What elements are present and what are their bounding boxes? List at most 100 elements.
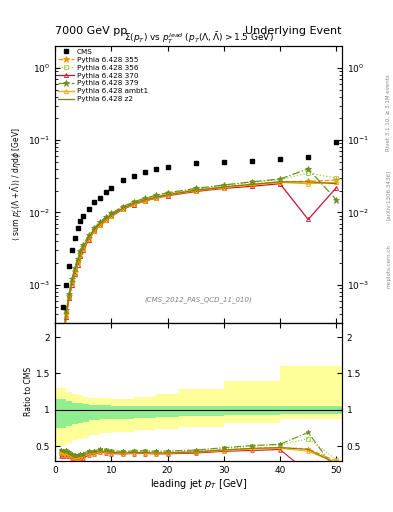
CMS bbox=[154, 166, 159, 172]
Title: $\Sigma(p_T)$ vs $p_T^{lead}$ $(p_T(\Lambda,\bar{\Lambda}) > 1.5$ GeV$)$: $\Sigma(p_T)$ vs $p_T^{lead}$ $(p_T(\Lam… bbox=[123, 31, 274, 47]
Y-axis label: Ratio to CMS: Ratio to CMS bbox=[24, 367, 33, 416]
Pythia 6.428 370 bbox=[58, 361, 63, 367]
Pythia 6.428 370 bbox=[98, 222, 103, 228]
Pythia 6.428 z2 bbox=[78, 250, 83, 257]
Pythia 6.428 ambt1 bbox=[98, 222, 103, 228]
Pythia 6.428 356 bbox=[306, 170, 310, 176]
Pythia 6.428 370 bbox=[103, 217, 108, 223]
Pythia 6.428 ambt1 bbox=[67, 294, 72, 300]
CMS bbox=[143, 169, 147, 175]
Pythia 6.428 ambt1 bbox=[64, 312, 69, 318]
Pythia 6.428 379 bbox=[70, 276, 74, 282]
Line: Pythia 6.428 355: Pythia 6.428 355 bbox=[57, 177, 340, 364]
Pythia 6.428 379 bbox=[67, 291, 72, 297]
Y-axis label: $\langle$ sum $p_T^i(\Lambda + \bar\Lambda)\rangle$ / d$\eta$d$\phi$ [GeV]: $\langle$ sum $p_T^i(\Lambda + \bar\Lamb… bbox=[10, 127, 25, 241]
CMS bbox=[61, 304, 66, 310]
Pythia 6.428 355 bbox=[61, 332, 66, 338]
Pythia 6.428 355 bbox=[306, 178, 310, 184]
Pythia 6.428 z2 bbox=[103, 216, 108, 222]
CMS bbox=[92, 199, 97, 205]
Pythia 6.428 379 bbox=[58, 354, 63, 360]
Pythia 6.428 355 bbox=[250, 181, 254, 187]
CMS bbox=[58, 329, 63, 335]
Pythia 6.428 355 bbox=[278, 179, 283, 185]
Pythia 6.428 356 bbox=[64, 309, 69, 315]
Pythia 6.428 356 bbox=[131, 199, 136, 205]
Pythia 6.428 z2 bbox=[165, 191, 170, 198]
CMS bbox=[81, 212, 86, 219]
Pythia 6.428 370 bbox=[109, 214, 114, 220]
Pythia 6.428 355 bbox=[334, 177, 339, 183]
Pythia 6.428 356 bbox=[98, 220, 103, 226]
Pythia 6.428 z2 bbox=[193, 187, 198, 194]
X-axis label: leading jet $p_T$ [GeV]: leading jet $p_T$ [GeV] bbox=[150, 477, 247, 492]
Pythia 6.428 356 bbox=[75, 257, 80, 263]
Pythia 6.428 355 bbox=[81, 244, 86, 250]
Line: CMS: CMS bbox=[58, 139, 339, 335]
Pythia 6.428 ambt1 bbox=[165, 192, 170, 198]
Pythia 6.428 z2 bbox=[143, 197, 147, 203]
Pythia 6.428 379 bbox=[81, 242, 86, 248]
Pythia 6.428 z2 bbox=[72, 268, 77, 274]
Pythia 6.428 370 bbox=[334, 185, 339, 191]
Legend: CMS, Pythia 6.428 355, Pythia 6.428 356, Pythia 6.428 370, Pythia 6.428 379, Pyt: CMS, Pythia 6.428 355, Pythia 6.428 356,… bbox=[57, 48, 149, 103]
Pythia 6.428 355 bbox=[193, 187, 198, 193]
Pythia 6.428 356 bbox=[143, 196, 147, 202]
Pythia 6.428 379 bbox=[98, 219, 103, 225]
Pythia 6.428 379 bbox=[334, 197, 339, 203]
Pythia 6.428 370 bbox=[143, 198, 147, 204]
Pythia 6.428 370 bbox=[70, 282, 74, 288]
Pythia 6.428 z2 bbox=[81, 244, 86, 250]
Pythia 6.428 ambt1 bbox=[86, 236, 91, 242]
Pythia 6.428 ambt1 bbox=[103, 217, 108, 223]
Pythia 6.428 z2 bbox=[92, 226, 97, 232]
Pythia 6.428 355 bbox=[58, 357, 63, 364]
Pythia 6.428 z2 bbox=[98, 221, 103, 227]
Pythia 6.428 379 bbox=[306, 166, 310, 172]
CMS bbox=[250, 158, 254, 164]
Pythia 6.428 z2 bbox=[306, 179, 310, 185]
Text: [arXiv:1306.3436]: [arXiv:1306.3436] bbox=[386, 169, 391, 220]
Pythia 6.428 356 bbox=[278, 177, 283, 183]
Text: 7000 GeV pp: 7000 GeV pp bbox=[55, 26, 127, 36]
Pythia 6.428 356 bbox=[221, 183, 226, 189]
CMS bbox=[165, 163, 170, 169]
Pythia 6.428 ambt1 bbox=[154, 195, 159, 201]
Pythia 6.428 370 bbox=[154, 195, 159, 201]
Pythia 6.428 z2 bbox=[67, 293, 72, 299]
Pythia 6.428 355 bbox=[72, 269, 77, 275]
Pythia 6.428 355 bbox=[131, 200, 136, 206]
Pythia 6.428 370 bbox=[306, 217, 310, 223]
CMS bbox=[72, 234, 77, 241]
Pythia 6.428 z2 bbox=[64, 310, 69, 316]
Pythia 6.428 379 bbox=[72, 265, 77, 271]
Pythia 6.428 ambt1 bbox=[131, 201, 136, 207]
CMS bbox=[75, 225, 80, 231]
Pythia 6.428 z2 bbox=[86, 234, 91, 241]
Pythia 6.428 356 bbox=[334, 175, 339, 181]
Pythia 6.428 z2 bbox=[61, 331, 66, 337]
Pythia 6.428 ambt1 bbox=[109, 212, 114, 219]
Pythia 6.428 370 bbox=[61, 335, 66, 342]
Pythia 6.428 379 bbox=[250, 179, 254, 185]
Pythia 6.428 370 bbox=[120, 206, 125, 212]
Pythia 6.428 z2 bbox=[58, 354, 63, 360]
Pythia 6.428 ambt1 bbox=[143, 198, 147, 204]
Pythia 6.428 ambt1 bbox=[278, 179, 283, 185]
Line: Pythia 6.428 356: Pythia 6.428 356 bbox=[59, 171, 338, 362]
Pythia 6.428 355 bbox=[67, 293, 72, 299]
Pythia 6.428 355 bbox=[109, 211, 114, 218]
Pythia 6.428 ambt1 bbox=[120, 206, 125, 212]
Pythia 6.428 ambt1 bbox=[70, 280, 74, 286]
Pythia 6.428 379 bbox=[64, 307, 69, 313]
Pythia 6.428 370 bbox=[250, 183, 254, 189]
CMS bbox=[78, 219, 83, 225]
Pythia 6.428 355 bbox=[154, 194, 159, 200]
Pythia 6.428 356 bbox=[61, 332, 66, 338]
Pythia 6.428 z2 bbox=[120, 205, 125, 211]
Text: (CMS_2012_PAS_QCD_11_010): (CMS_2012_PAS_QCD_11_010) bbox=[145, 296, 252, 303]
Pythia 6.428 355 bbox=[103, 216, 108, 222]
Pythia 6.428 ambt1 bbox=[92, 228, 97, 234]
Pythia 6.428 370 bbox=[221, 185, 226, 191]
Pythia 6.428 z2 bbox=[334, 181, 339, 187]
